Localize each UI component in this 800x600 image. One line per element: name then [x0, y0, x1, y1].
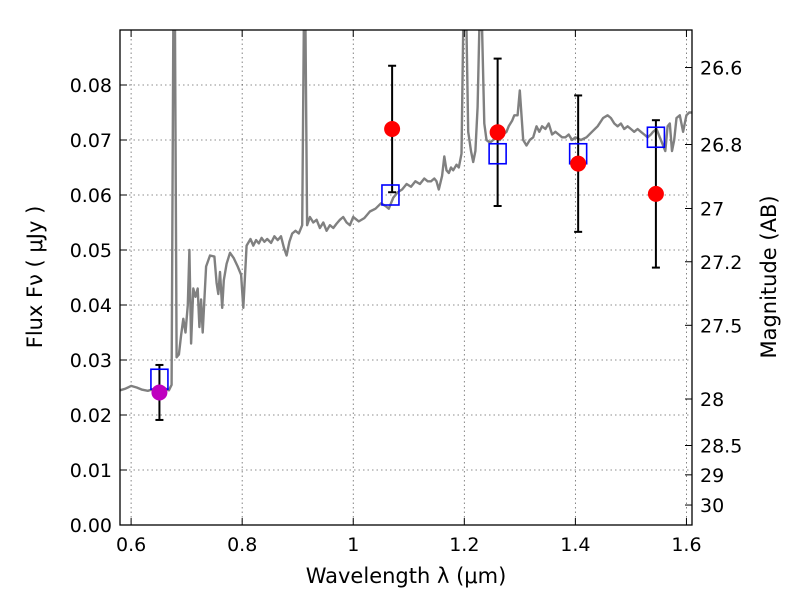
model-photometry-square [488, 142, 507, 165]
right-tick-label: 26.6 [700, 58, 742, 80]
error-bars [155, 57, 660, 421]
y-tick-label: 0.00 [70, 515, 112, 537]
x-tick-label: 1.6 [671, 534, 701, 556]
x-tick-label: 1.4 [560, 534, 590, 556]
x-tick-label: 1 [347, 534, 359, 556]
x-axis-label: Wavelength λ (μm) [306, 564, 507, 588]
y-tick-label: 0.07 [70, 130, 112, 152]
right-tick-label: 27.2 [700, 252, 742, 274]
y-tick-label: 0.06 [70, 185, 112, 207]
model-spectrum-line [120, 30, 692, 392]
right-tick-label: 27 [700, 199, 724, 221]
observed-flux-point [489, 124, 506, 141]
y-tick-label: 0.08 [70, 75, 112, 97]
y-axis-label: Flux Fν ( μJy ) [23, 206, 47, 349]
x-tick-label: 0.6 [116, 534, 146, 556]
y-tick-label: 0.03 [70, 350, 112, 372]
y-tick-label: 0.02 [70, 405, 112, 427]
observed-flux-point [647, 185, 664, 202]
observed-flux-point [570, 155, 587, 172]
model-photometry-square [646, 126, 666, 149]
y-tick-label: 0.04 [70, 295, 112, 317]
right-tick-label: 28.5 [700, 436, 742, 458]
right-tick-label: 26.8 [700, 134, 742, 156]
right-axis-label: Magnitude (AB) [757, 195, 781, 358]
y-tick-label: 0.05 [70, 240, 112, 262]
right-tick-label: 30 [700, 495, 724, 517]
axis-ticks: 0.6 0.8 1 1.2 1.4 1.6 0.00 0.01 0.02 0.03 0.04 0.05… [70, 30, 742, 556]
observed-photometry-markers [151, 121, 664, 401]
observed-flux-point [151, 384, 168, 401]
right-tick-label: 29 [700, 465, 724, 487]
plot-frame [119, 29, 693, 526]
observed-flux-point [384, 121, 401, 137]
right-tick-label: 28 [700, 389, 724, 411]
y-tick-label: 0.01 [70, 460, 112, 482]
right-tick-label: 27.5 [700, 315, 742, 337]
model-photometry-square [381, 184, 400, 206]
x-tick-label: 1.2 [449, 534, 479, 556]
x-tick-label: 0.8 [227, 534, 257, 556]
